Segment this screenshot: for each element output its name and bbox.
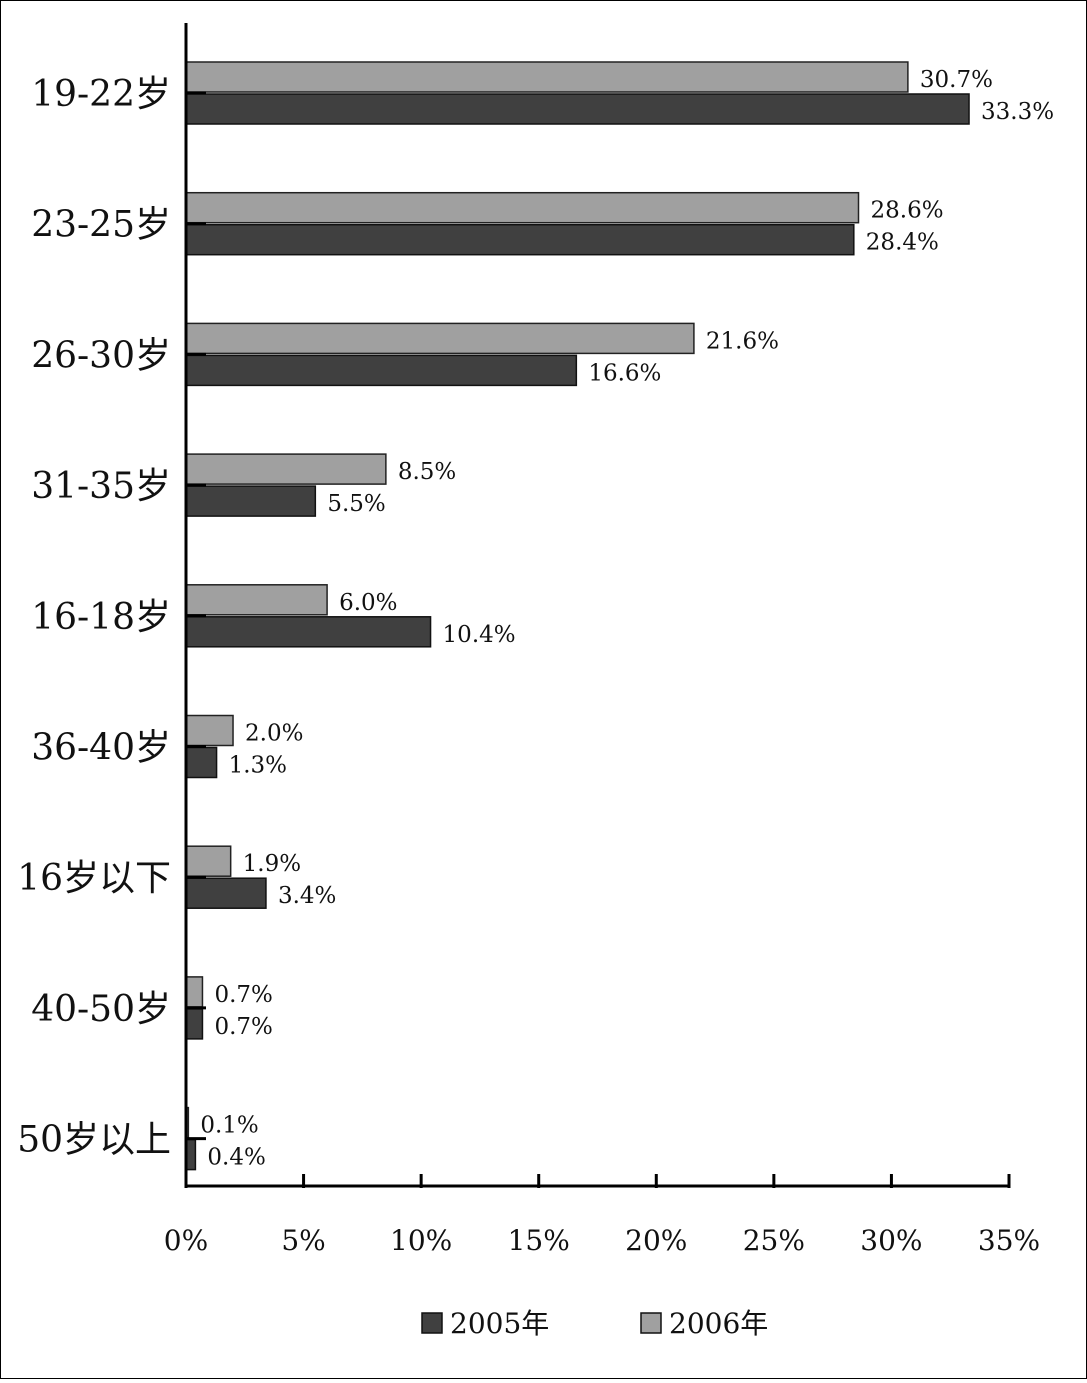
legend-label-0: 2005年: [450, 1307, 549, 1340]
x-tick-label-2: 10%: [390, 1224, 452, 1257]
category-label-1: 23-25岁: [31, 205, 171, 246]
x-tick-label-4: 20%: [625, 1224, 687, 1257]
value-label-2005-1: 28.4%: [866, 230, 939, 256]
value-label-2006-6: 1.9%: [243, 851, 301, 877]
value-label-2006-0: 30.7%: [920, 67, 993, 93]
bar-2005-3: [185, 485, 317, 517]
bar-2006-1: [185, 191, 860, 224]
x-tick-label-6: 30%: [860, 1224, 922, 1257]
x-tick-label-3: 15%: [508, 1224, 570, 1257]
value-label-2005-2: 16.6%: [588, 360, 661, 386]
x-tick-label-7: 35%: [978, 1224, 1040, 1257]
value-label-2005-4: 10.4%: [443, 622, 516, 648]
bar-2005-5: [185, 746, 218, 779]
value-label-2006-4: 6.0%: [339, 590, 397, 616]
bar-2006-0: [185, 61, 909, 93]
bar-2005-0: [185, 93, 970, 125]
category-label-7: 40-50岁: [31, 989, 171, 1030]
legend-label-1: 2006年: [669, 1307, 768, 1340]
bar-2006-7: [185, 976, 204, 1008]
bar-2005-2: [185, 354, 578, 387]
x-tick-label-5: 25%: [743, 1224, 805, 1257]
bar-2006-5: [185, 714, 234, 747]
bar-2006-2: [185, 322, 695, 355]
bar-2006-3: [185, 453, 387, 485]
value-label-2006-7: 0.7%: [214, 982, 272, 1008]
x-tick-label-1: 5%: [281, 1224, 325, 1257]
category-labels-layer: 19-22岁 23-25岁 26-30岁 31-35岁 16-18岁 36-40岁 16岁以…: [17, 74, 171, 1161]
value-label-2005-3: 5.5%: [327, 491, 385, 517]
value-label-2006-3: 8.5%: [398, 459, 456, 485]
category-label-8: 50岁以上: [17, 1120, 171, 1161]
bar-2006-6: [185, 845, 232, 877]
bar-2005-7: [185, 1008, 204, 1040]
value-label-2005-7: 0.7%: [214, 1014, 272, 1040]
bar-2005-1: [185, 223, 855, 256]
category-label-2: 26-30岁: [31, 335, 171, 376]
category-label-5: 36-40岁: [31, 728, 171, 769]
bar-2005-4: [185, 616, 432, 648]
bars-layer: [185, 61, 970, 1171]
value-label-2006-1: 28.6%: [871, 198, 944, 224]
value-label-2005-6: 3.4%: [278, 883, 336, 909]
legend-swatch-1: [640, 1312, 662, 1334]
value-labels-layer: 30.7% 33.3% 28.6% 28.4% 21.6% 16.6% 8.5% 5.5% 6.…: [200, 67, 1054, 1171]
value-label-2006-2: 21.6%: [706, 328, 779, 354]
bar-2006-4: [185, 584, 328, 616]
x-tick-label-0: 0%: [164, 1224, 208, 1257]
value-label-2005-0: 33.3%: [981, 99, 1054, 125]
value-label-2005-8: 0.4%: [207, 1145, 265, 1171]
category-label-3: 31-35岁: [31, 466, 171, 507]
category-label-6: 16岁以下: [17, 858, 171, 899]
value-label-2005-5: 1.3%: [229, 753, 287, 779]
category-label-4: 16-18岁: [31, 597, 171, 638]
bar-2005-6: [185, 877, 267, 909]
category-label-0: 19-22岁: [31, 74, 171, 115]
legend: 2005年 2006年: [421, 1307, 768, 1340]
axes-layer: 0% 5% 10% 15% 20% 25% 30% 35%: [164, 23, 1040, 1257]
legend-swatch-0: [421, 1312, 443, 1334]
value-label-2006-8: 0.1%: [200, 1113, 258, 1139]
value-label-2006-5: 2.0%: [245, 721, 303, 747]
